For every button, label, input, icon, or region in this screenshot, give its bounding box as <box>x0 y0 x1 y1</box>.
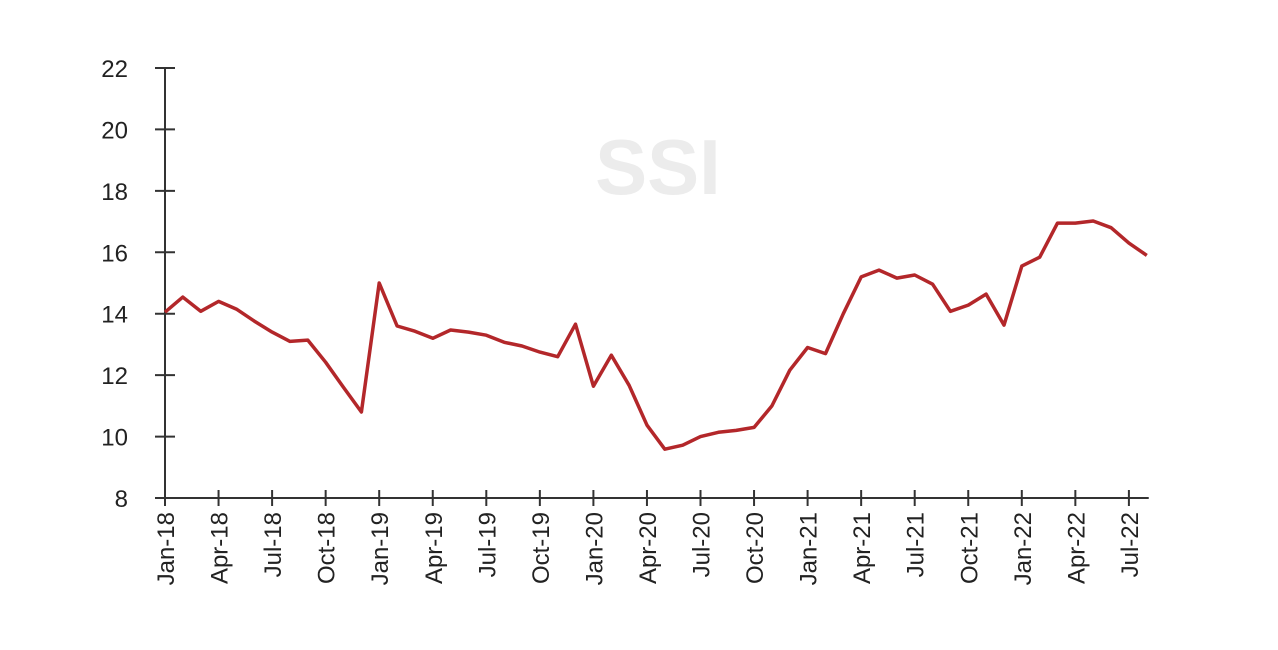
x-tick-label: Apr-20 <box>635 512 662 584</box>
y-tick-label: 18 <box>101 179 128 206</box>
x-tick-label: Apr-18 <box>207 512 234 584</box>
x-tick-label: Jul-22 <box>1117 512 1144 577</box>
x-tick-label: Apr-19 <box>421 512 448 584</box>
x-tick-label: Oct-21 <box>956 512 983 584</box>
x-tick-label: Jan-20 <box>581 512 608 585</box>
x-tick-label: Oct-19 <box>528 512 555 584</box>
y-tick-label: 14 <box>101 302 128 329</box>
x-tick-label: Jan-19 <box>367 512 394 585</box>
x-tick-label: Jul-20 <box>689 512 716 577</box>
y-tick-label: 22 <box>101 56 128 83</box>
x-tick-label: Jan-21 <box>796 512 823 585</box>
y-tick-label: 12 <box>101 363 128 390</box>
x-tick-label: Jan-18 <box>153 512 180 585</box>
y-tick-label: 10 <box>101 425 128 452</box>
y-tick-label: 20 <box>101 117 128 144</box>
x-tick-label: Oct-18 <box>314 512 341 584</box>
x-tick-label: Jul-21 <box>903 512 930 577</box>
x-tick-label: Apr-22 <box>1063 512 1090 584</box>
y-tick-label: 8 <box>115 486 128 513</box>
x-tick-label: Jul-19 <box>474 512 501 577</box>
watermark: SSI <box>595 123 721 211</box>
x-tick-label: Apr-21 <box>849 512 876 584</box>
series-line <box>163 219 1148 451</box>
x-tick-label: Jan-22 <box>1010 512 1037 585</box>
x-tick-label: Jul-18 <box>260 512 287 577</box>
y-tick-label: 16 <box>101 240 128 267</box>
x-tick-label: Oct-20 <box>742 512 769 584</box>
